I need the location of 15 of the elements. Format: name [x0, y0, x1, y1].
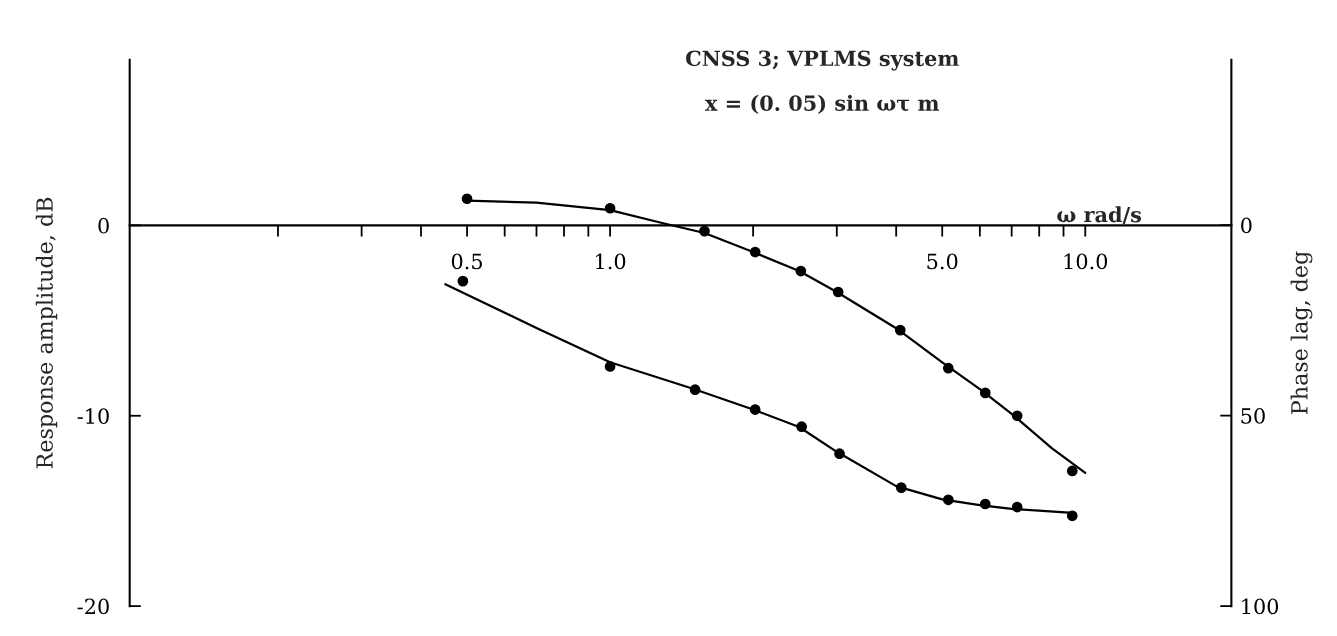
- y2-tick-label: 100: [1242, 598, 1279, 615]
- x-tick-label: 0.5: [451, 253, 482, 270]
- text: x = (0. 05) sin ωτ m: [704, 94, 940, 114]
- x-tick-label: 10.0: [1064, 253, 1108, 270]
- y-tick-label: -10: [77, 408, 109, 424]
- y-axis-title: Response amplitude, dB: [35, 197, 58, 469]
- y-tick-label: 0: [98, 217, 109, 234]
- y2-tick-label: 50: [1241, 408, 1265, 424]
- x-tick-label: 5.0: [927, 253, 958, 270]
- y-tick-label: -20: [77, 598, 109, 615]
- x-tick-label: 1.0: [596, 253, 626, 270]
- y2-tick-label: 0: [1241, 217, 1252, 234]
- y2-axis-title: Phase lag, deg: [1290, 251, 1313, 414]
- chart-title: CNSS 3; VPLMS system: [686, 50, 959, 71]
- x-axis-title: ω rad/s: [1057, 206, 1142, 225]
